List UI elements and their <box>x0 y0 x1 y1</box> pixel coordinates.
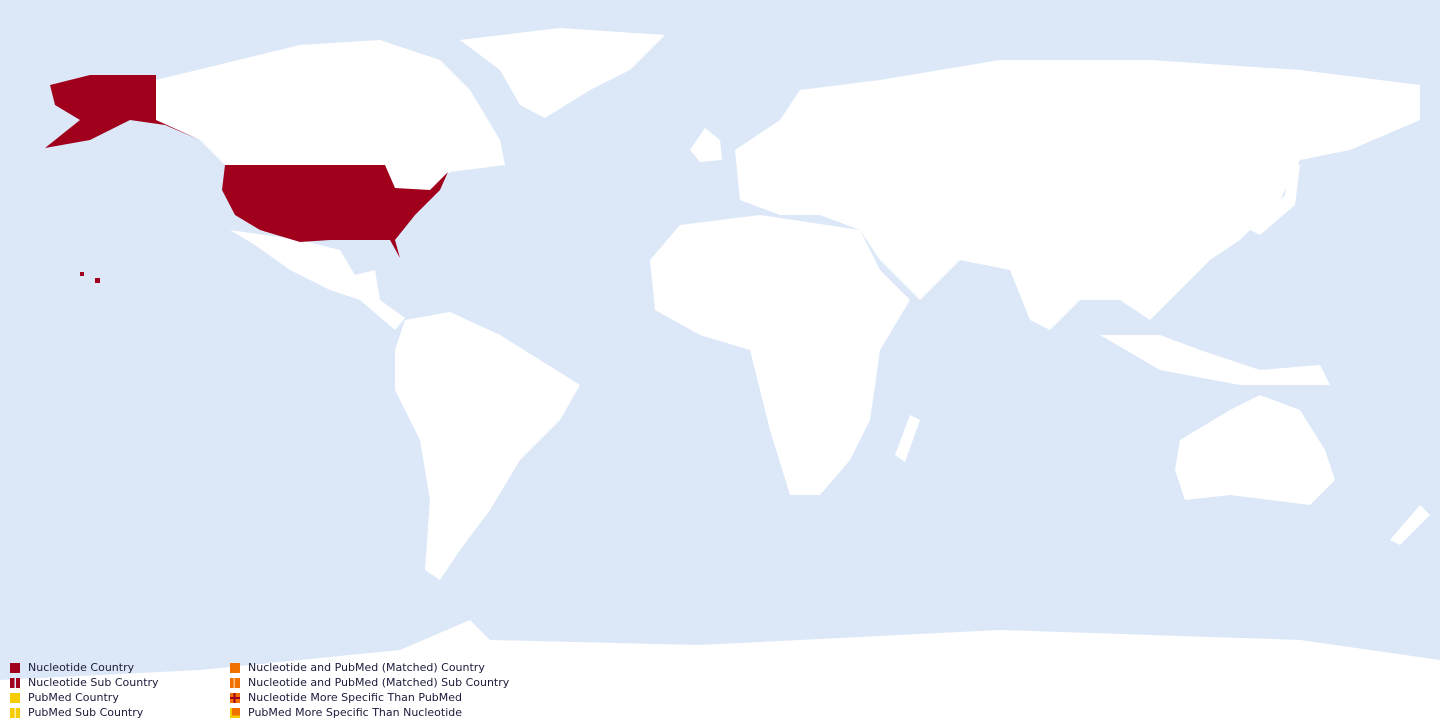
region-africa[interactable] <box>650 215 910 495</box>
legend-item: Nucleotide More Specific Than PubMed <box>230 690 509 705</box>
region-australia[interactable] <box>1175 395 1335 505</box>
swatch-split-icon <box>10 677 20 688</box>
region-united-states[interactable] <box>222 165 448 258</box>
region-japan[interactable] <box>1250 160 1300 235</box>
legend-item: Nucleotide and PubMed (Matched) Sub Coun… <box>230 675 509 690</box>
region-new-zealand[interactable] <box>1390 505 1430 545</box>
legend-label: Nucleotide More Specific Than PubMed <box>248 691 463 704</box>
legend-item: Nucleotide and PubMed (Matched) Country <box>230 660 509 675</box>
region-mexico-central-america[interactable] <box>230 230 405 330</box>
legend-item: Nucleotide Sub Country <box>10 675 159 690</box>
region-indonesia[interactable] <box>1100 335 1330 385</box>
legend-label: Nucleotide Sub Country <box>28 676 159 689</box>
region-south-america[interactable] <box>395 312 580 580</box>
legend-item: PubMed Sub Country <box>10 705 159 720</box>
legend-item: PubMed Country <box>10 690 159 705</box>
legend-column-1: Nucleotide Country Nucleotide Sub Countr… <box>10 660 159 720</box>
legend-column-2: Nucleotide and PubMed (Matched) Country … <box>230 660 509 720</box>
swatch-icon <box>10 692 20 703</box>
region-greenland[interactable] <box>460 28 665 118</box>
legend-item: Nucleotide Country <box>10 660 159 675</box>
swatch-split-icon <box>230 677 240 688</box>
region-hawaii[interactable] <box>80 272 100 283</box>
region-antarctica[interactable] <box>0 620 1440 720</box>
swatch-split-icon <box>10 707 20 718</box>
swatch-icon <box>230 662 240 673</box>
region-madagascar[interactable] <box>895 415 920 462</box>
region-alaska[interactable] <box>45 75 200 148</box>
region-eurasia[interactable] <box>735 60 1420 330</box>
legend-label: Nucleotide and PubMed (Matched) Sub Coun… <box>248 676 510 689</box>
swatch-cross-icon <box>230 692 240 703</box>
legend-label: Nucleotide Country <box>28 661 135 674</box>
region-canada[interactable] <box>156 40 505 190</box>
region-uk[interactable] <box>690 128 722 162</box>
legend-label: PubMed Sub Country <box>28 706 144 719</box>
legend-label: PubMed More Specific Than Nucleotide <box>248 706 463 719</box>
legend-label: PubMed Country <box>28 691 119 704</box>
legend-label: Nucleotide and PubMed (Matched) Country <box>248 661 485 674</box>
legend-item: PubMed More Specific Than Nucleotide <box>230 705 509 720</box>
swatch-corner-icon <box>230 707 240 718</box>
swatch-icon <box>10 662 20 673</box>
